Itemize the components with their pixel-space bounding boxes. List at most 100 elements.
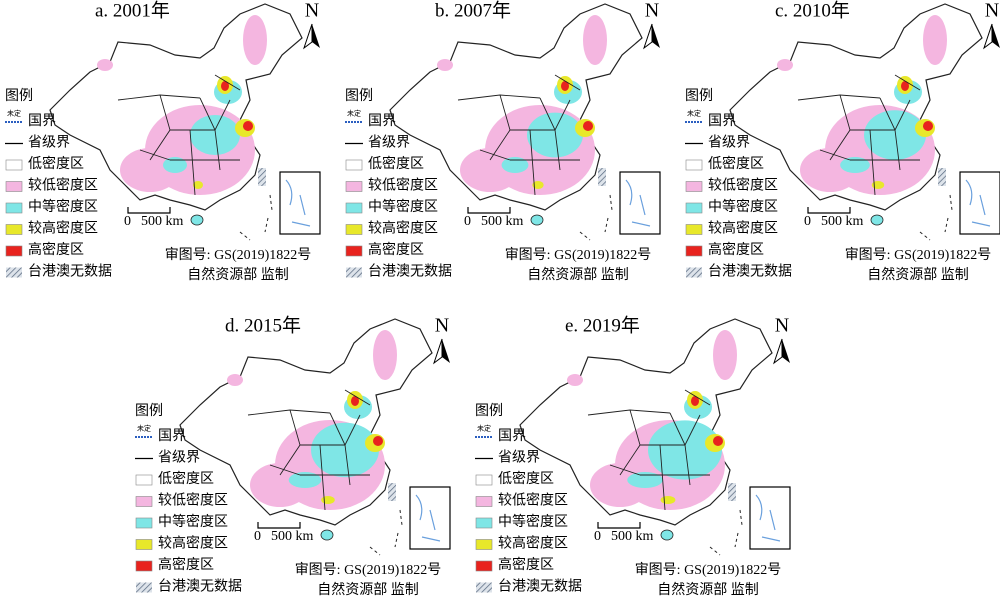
- north-arrow: [442, 339, 450, 363]
- scale-label: 500 km: [141, 214, 184, 229]
- high-medium-density-area: [321, 496, 335, 504]
- legend-label: 台港澳无数据: [708, 264, 792, 280]
- inset-islands: [625, 179, 651, 227]
- low-density-area: [227, 374, 243, 386]
- legend-label: 省级界: [708, 135, 750, 151]
- legend-label: 高密度区: [28, 241, 84, 258]
- legend-symbol: [5, 224, 23, 235]
- medium-density-area: [627, 472, 663, 488]
- legend-label: 较低密度区: [368, 177, 438, 194]
- north-label: N: [775, 315, 789, 337]
- legend-label: 台港澳无数据: [158, 579, 242, 595]
- legend-symbol: [5, 159, 23, 171]
- legend-title: 图例: [135, 403, 163, 419]
- province-borders: [247, 389, 371, 511]
- low-density-area: [923, 15, 947, 65]
- medium-density-area: [648, 420, 722, 480]
- legend-symbol: [475, 517, 493, 529]
- sea-border: [919, 194, 953, 241]
- medium-density-area: [163, 157, 187, 173]
- map-panel: b. 2007年 N 图例未定国界省级界低密度区较低密度区中等密度区较高密度区高密度…: [345, 0, 661, 283]
- sea-border: [239, 194, 273, 241]
- scale-label: 500 km: [481, 214, 524, 229]
- scale-label: 500 km: [611, 529, 654, 544]
- north-arrow: [983, 23, 993, 50]
- hainan: [320, 529, 334, 541]
- legend-label: 较低密度区: [498, 492, 568, 509]
- undetermined-label: 未定: [347, 109, 361, 118]
- undetermined-label: 未定: [7, 109, 21, 118]
- high-density-area: [691, 396, 699, 406]
- scale-label: 500 km: [271, 529, 314, 544]
- inset-islands: [755, 494, 781, 542]
- scale-label: 500 km: [821, 214, 864, 229]
- high-medium-density-area: [193, 181, 203, 189]
- legend-symbol: [685, 202, 703, 214]
- taiwan-no-data: [598, 168, 606, 186]
- producer: 自然资源部 监制: [867, 266, 969, 283]
- south-sea-inset: [409, 486, 451, 550]
- legend-label: 较低密度区: [28, 177, 98, 194]
- legend-label: 较高密度区: [708, 220, 778, 237]
- approval-number: 审图号: GS(2019)1822号: [165, 247, 312, 263]
- scale-zero: 0: [804, 214, 811, 229]
- legend-title: 图例: [345, 88, 373, 104]
- high-density-area: [221, 81, 229, 91]
- taiwan-no-data: [938, 168, 946, 186]
- legend-title: 图例: [685, 88, 713, 104]
- undetermined-label: 未定: [687, 109, 701, 118]
- legend-label: 高密度区: [708, 241, 764, 258]
- approval-number: 审图号: GS(2019)1822号: [505, 247, 652, 263]
- inset-islands: [965, 179, 991, 227]
- legend-label: 高密度区: [158, 556, 214, 573]
- legend-symbol: [5, 181, 23, 192]
- legend-label: 中等密度区: [498, 513, 568, 530]
- north-arrow: [652, 24, 660, 48]
- high-density-area: [713, 436, 723, 446]
- high-density-area: [583, 121, 593, 131]
- legend-label: 中等密度区: [158, 513, 228, 530]
- high-density-area: [561, 81, 569, 91]
- low-density-area: [437, 59, 453, 71]
- legend-symbol: [6, 267, 22, 278]
- legend-label: 省级界: [28, 135, 70, 151]
- south-sea-inset: [749, 486, 791, 550]
- hainan: [190, 214, 204, 226]
- legend-symbol: [345, 202, 363, 214]
- sea-border: [369, 509, 403, 556]
- legend-symbol: [475, 539, 493, 550]
- scale-zero: 0: [254, 529, 261, 544]
- low-density-area: [713, 330, 737, 380]
- scale-zero: 0: [124, 214, 131, 229]
- legend-symbol: [346, 267, 362, 278]
- south-sea-inset: [619, 171, 661, 235]
- north-label: N: [645, 0, 659, 22]
- panel-title: b. 2007年: [435, 0, 511, 21]
- medium-density-area: [311, 422, 379, 478]
- legend-symbol: [135, 496, 153, 507]
- legend-symbol: [135, 560, 153, 572]
- producer: 自然资源部 监制: [317, 581, 419, 598]
- map-panel: c. 2010年 N 图例未定国界省级界低密度区较低密度区中等密度区较高密度区高密度…: [685, 0, 1000, 283]
- medium-density-area: [527, 112, 583, 158]
- legend-label: 国界: [498, 429, 526, 444]
- hainan: [660, 529, 674, 541]
- north-label: N: [985, 0, 999, 22]
- legend-label: 省级界: [158, 450, 200, 466]
- low-density-area: [800, 148, 860, 192]
- high-medium-density-area: [660, 496, 676, 504]
- legend-label: 国界: [28, 114, 56, 129]
- low-density-area: [373, 330, 397, 380]
- legend-label: 较高密度区: [28, 220, 98, 237]
- legend-label: 省级界: [368, 135, 410, 151]
- north-label: N: [435, 315, 449, 337]
- legend-symbol: [345, 245, 363, 257]
- south-sea-inset: [959, 171, 1000, 235]
- legend-label: 中等密度区: [708, 198, 778, 215]
- high-density-area: [351, 396, 359, 406]
- legend-symbol: [475, 474, 493, 486]
- high-density-area: [373, 436, 383, 446]
- approval-number: 审图号: GS(2019)1822号: [295, 562, 442, 578]
- taiwan-no-data: [388, 483, 396, 501]
